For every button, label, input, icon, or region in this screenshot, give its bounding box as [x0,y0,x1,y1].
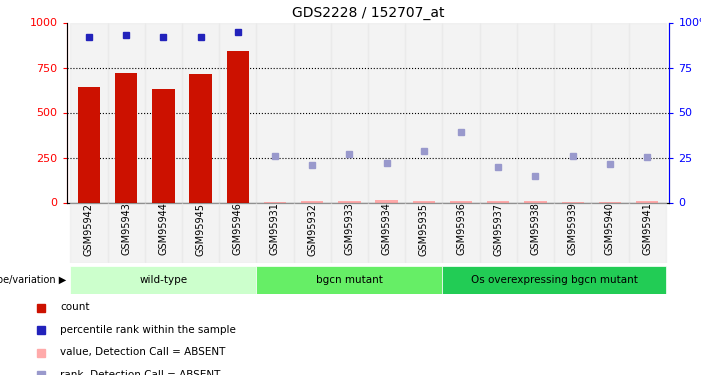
Bar [331,22,368,202]
Bar [107,202,144,262]
Bar [294,22,331,202]
Bar [413,201,435,202]
Text: GSM95940: GSM95940 [605,202,615,255]
Bar [107,22,144,202]
Bar [487,201,510,202]
Text: GSM95934: GSM95934 [381,202,392,255]
Text: GSM95935: GSM95935 [418,202,429,255]
Text: GSM95938: GSM95938 [531,202,540,255]
Bar [182,22,219,202]
Bar [479,202,517,262]
Bar [301,201,323,202]
Text: GSM95941: GSM95941 [642,202,652,255]
Bar [592,202,629,262]
Bar [442,202,479,262]
Bar [226,51,249,202]
Title: GDS2228 / 152707_at: GDS2228 / 152707_at [292,6,444,20]
Text: percentile rank within the sample: percentile rank within the sample [60,325,236,335]
Bar [405,202,442,262]
Bar [294,202,331,262]
Bar [152,89,175,202]
Bar [517,202,554,262]
Text: GSM95932: GSM95932 [307,202,318,255]
Bar [442,266,666,294]
Bar [405,22,442,202]
Text: GSM95943: GSM95943 [121,202,131,255]
Bar [257,22,294,202]
Text: GSM95933: GSM95933 [344,202,355,255]
Bar [70,22,107,202]
Bar [78,87,100,202]
Text: GSM95931: GSM95931 [270,202,280,255]
Bar [554,22,592,202]
Text: GSM95937: GSM95937 [494,202,503,255]
Text: genotype/variation ▶: genotype/variation ▶ [0,275,67,285]
Text: wild-type: wild-type [139,275,187,285]
Bar [219,202,257,262]
Bar [524,201,547,202]
Text: GSM95942: GSM95942 [84,202,94,255]
Bar [70,202,107,262]
Bar [479,22,517,202]
Bar [368,22,405,202]
Text: rank, Detection Call = ABSENT: rank, Detection Call = ABSENT [60,370,221,375]
Text: count: count [60,303,90,312]
Bar [331,202,368,262]
Bar [376,200,397,202]
Bar [257,266,442,294]
Text: GSM95944: GSM95944 [158,202,168,255]
Text: GSM95945: GSM95945 [196,202,205,255]
Bar [144,202,182,262]
Bar [182,202,219,262]
Bar [517,22,554,202]
Bar [257,202,294,262]
Bar [592,22,629,202]
Text: GSM95939: GSM95939 [568,202,578,255]
Text: Os overexpressing bgcn mutant: Os overexpressing bgcn mutant [470,275,637,285]
Bar [339,201,360,202]
Bar [629,22,666,202]
Bar [629,202,666,262]
Bar [189,74,212,202]
Text: value, Detection Call = ABSENT: value, Detection Call = ABSENT [60,348,226,357]
Text: bgcn mutant: bgcn mutant [316,275,383,285]
Bar [636,201,658,202]
Text: GSM95946: GSM95946 [233,202,243,255]
Text: GSM95936: GSM95936 [456,202,466,255]
Bar [368,202,405,262]
Bar [144,22,182,202]
Bar [450,201,472,202]
Bar [115,73,137,202]
Bar [70,266,257,294]
Bar [442,22,479,202]
Bar [554,202,592,262]
Bar [219,22,257,202]
